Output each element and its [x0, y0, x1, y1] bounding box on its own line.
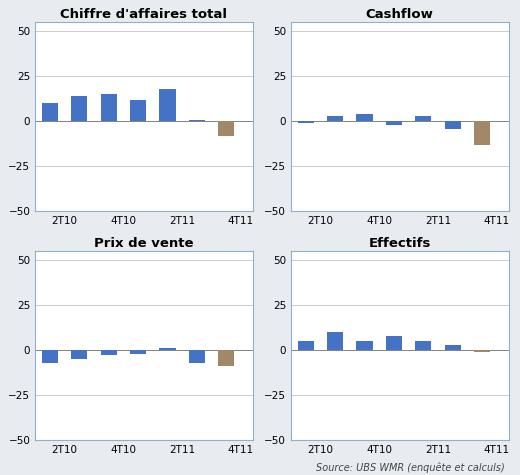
- Bar: [159, 89, 176, 121]
- Title: Cashflow: Cashflow: [366, 9, 434, 21]
- Bar: [42, 350, 58, 363]
- Bar: [297, 341, 314, 350]
- Bar: [130, 350, 146, 354]
- Bar: [189, 120, 205, 121]
- Bar: [474, 121, 490, 145]
- Bar: [100, 350, 117, 355]
- Bar: [356, 114, 373, 121]
- Bar: [218, 350, 235, 366]
- Bar: [445, 345, 461, 350]
- Bar: [415, 116, 432, 121]
- Title: Effectifs: Effectifs: [369, 237, 431, 250]
- Bar: [297, 121, 314, 123]
- Bar: [42, 104, 58, 121]
- Bar: [71, 96, 87, 121]
- Bar: [159, 348, 176, 350]
- Bar: [356, 341, 373, 350]
- Bar: [327, 116, 343, 121]
- Bar: [386, 336, 402, 350]
- Bar: [386, 121, 402, 125]
- Title: Chiffre d'affaires total: Chiffre d'affaires total: [60, 9, 227, 21]
- Bar: [71, 350, 87, 359]
- Bar: [189, 350, 205, 363]
- Bar: [474, 350, 490, 352]
- Bar: [130, 100, 146, 121]
- Bar: [218, 121, 235, 136]
- Bar: [327, 332, 343, 350]
- Bar: [445, 121, 461, 129]
- Bar: [100, 95, 117, 121]
- Text: Source: UBS WMR (enquête et calculs): Source: UBS WMR (enquête et calculs): [316, 462, 504, 473]
- Bar: [415, 341, 432, 350]
- Title: Prix de vente: Prix de vente: [94, 237, 193, 250]
